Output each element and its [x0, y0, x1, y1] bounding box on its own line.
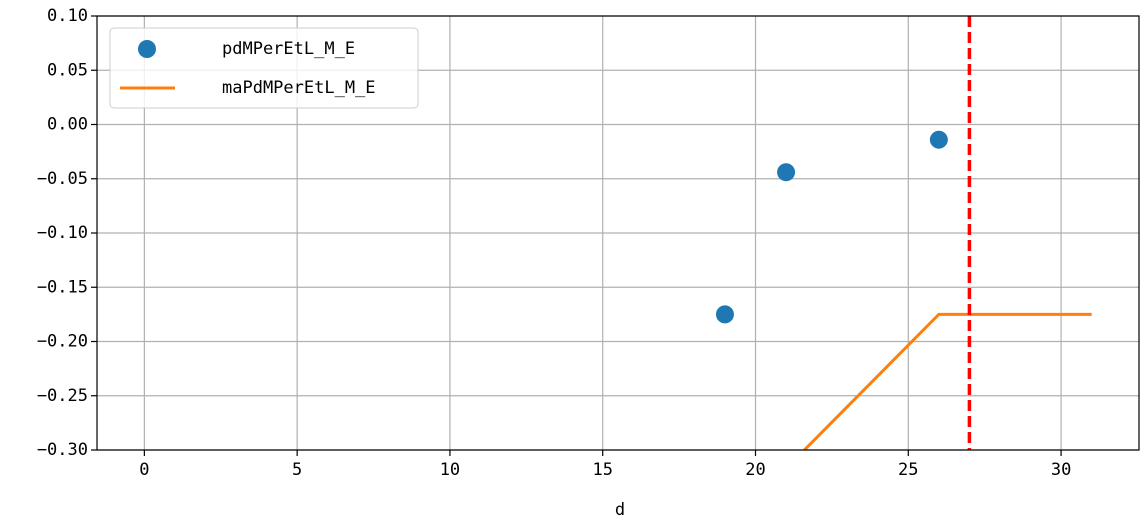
y-tick-label: −0.20	[37, 332, 88, 352]
scatter-point	[715, 305, 734, 324]
y-tick-label: −0.30	[37, 440, 88, 460]
plot-area	[715, 16, 1092, 450]
x-tick-label: 30	[1051, 460, 1071, 480]
x-tick-label: 5	[292, 460, 302, 480]
y-tick-label: 0.05	[47, 60, 88, 80]
y-tick-label: 0.10	[47, 6, 88, 26]
y-tick-label: −0.15	[37, 277, 88, 297]
plot-frame	[96, 15, 1140, 451]
grid	[97, 15, 1139, 451]
legend-marker	[138, 40, 156, 58]
x-tick-label: 20	[745, 460, 765, 480]
x-tick-label: 15	[592, 460, 612, 480]
legend: pdMPerEtL_M_E maPdMPerEtL_M_E	[109, 27, 419, 109]
legend-label: pdMPerEtL_M_E	[222, 39, 355, 59]
x-tick-label: 10	[440, 460, 460, 480]
scatter-point	[929, 130, 948, 149]
y-tick-label: −0.05	[37, 169, 88, 189]
x-axis-label: d	[615, 500, 625, 520]
y-tick-label: 0.00	[47, 115, 88, 135]
line-series	[802, 312, 1092, 450]
scatter-point	[777, 163, 796, 182]
x-tick-label: 25	[898, 460, 918, 480]
y-tick-label: −0.25	[37, 386, 88, 406]
y-tick-label: −0.10	[37, 223, 88, 243]
x-tick-label: 0	[139, 460, 149, 480]
legend-label: maPdMPerEtL_M_E	[222, 78, 376, 98]
legend-box	[109, 27, 419, 109]
